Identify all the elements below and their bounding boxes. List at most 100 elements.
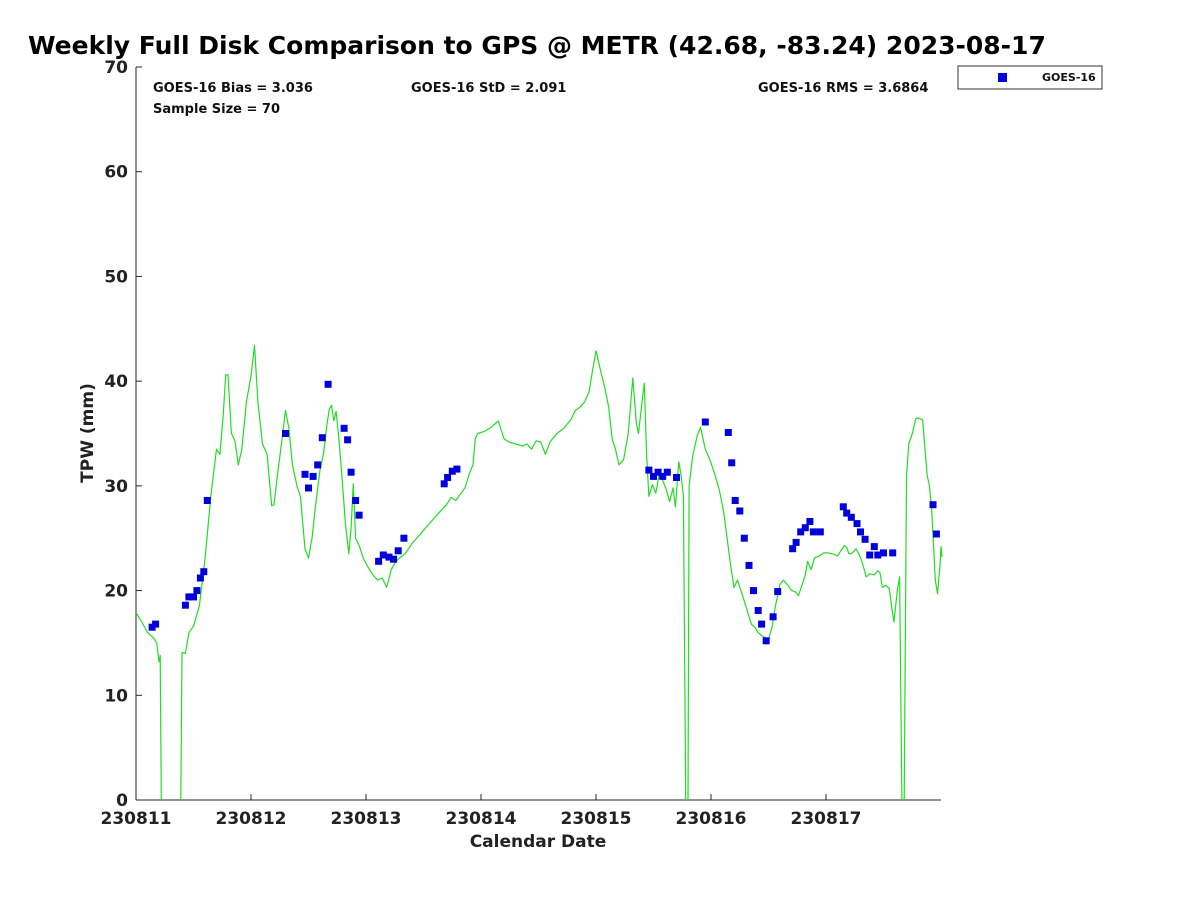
goes-16-point [861,535,869,543]
goes-16-point [181,601,189,609]
goes-16-point [344,436,352,444]
legend: GOES-16 [957,65,1103,90]
goes-16-point [309,472,317,480]
goes-16-point [754,607,762,614]
goes-16-point [654,468,662,476]
goes-16-point [355,511,363,519]
stat-sample-size: Sample Size = 70 [153,102,280,117]
x-tick-label: 230815 [561,809,632,829]
goes-16-point [701,418,709,426]
goes-16-point [839,503,847,511]
goes-16-point [857,528,864,536]
goes-16-point [762,637,770,645]
y-tick-label: 70 [104,58,128,78]
goes-16-point [390,555,398,563]
goes-16-point [736,507,744,515]
goes-16-point [375,557,383,565]
gps-line-segment [135,612,162,801]
goes-16-point [789,545,797,553]
goes-16-point [929,501,937,509]
y-tick-label: 20 [104,582,128,602]
goes-16-point [152,620,160,628]
y-axis-label: TPW (mm) [78,383,98,483]
goes-16-point [880,549,887,557]
gps-line-segment [687,426,903,801]
goes-16-point [314,461,322,469]
goes-16-point [394,547,402,555]
goes-16-point [816,528,824,536]
goes-16-point [650,472,657,480]
y-axis-ticks: 0 10 20 30 40 50 60 70 [104,58,142,811]
gps-line-segment [903,417,943,801]
y-tick-label: 60 [104,163,128,183]
goes-16-point [673,474,680,481]
goes-16-point [200,568,208,576]
goes-16-point [792,538,800,546]
x-axis-ticks: 230811 230812 230813 230814 230815 230816 2308… [101,794,862,829]
y-tick-label: 30 [104,477,128,497]
goes-16-point [203,497,211,504]
goes-16-point [806,518,814,525]
legend-label-goes-16: GOES-16 [1042,71,1096,84]
goes-16-point [440,480,448,488]
y-tick-label: 10 [104,686,128,706]
stat-bias: GOES-16 Bias = 3.036 [153,81,313,96]
goes-16-point [444,474,452,481]
stat-rms: GOES-16 RMS = 3.6864 [758,81,928,96]
goes-16-point [740,534,748,542]
y-tick-label: 40 [104,372,128,392]
chart-title: Weekly Full Disk Comparison to GPS @ MET… [28,31,1046,60]
goes-16-point [932,530,940,538]
x-tick-label: 230817 [791,809,862,829]
goes-16-point [889,549,897,557]
x-tick-label: 230811 [101,809,172,829]
goes-16-point [324,380,332,388]
legend-box [957,65,1103,90]
goes-16-point [318,434,326,442]
plot-frame [136,67,941,800]
goes-16-point [385,553,393,561]
goes-16-point [843,509,851,517]
goes-16-point [305,484,312,492]
gps-line-segment [180,344,687,801]
stat-std: GOES-16 StD = 2.091 [411,81,566,96]
goes-16-point [774,588,782,596]
goes-16-point [750,587,757,595]
goes-16-point [379,551,387,559]
legend-marker-goes-16 [998,73,1007,82]
plot-area [135,67,941,801]
y-tick-label: 0 [116,791,128,811]
goes-16-point [809,528,817,536]
goes-16-point [659,472,667,480]
goes-16-point [769,613,777,621]
goes-16-point [340,424,348,432]
goes-16-point [728,459,736,467]
goes-16-point [731,497,739,504]
goes-16-point [400,534,408,542]
goes-16-point [866,551,874,559]
goes-16-point [745,561,753,569]
goes-16-point [847,513,855,521]
goes-16-point [185,593,193,601]
goes-16-point [352,497,360,504]
goes-16-point [453,465,461,473]
x-tick-label: 230816 [676,809,747,829]
goes-16-point [282,430,289,437]
stats-annotations: GOES-16 Bias = 3.036 Sample Size = 70 GO… [153,81,928,117]
y-tick-label: 50 [104,267,128,287]
goes-16-point [347,468,355,476]
goes-16-point [758,620,766,628]
goes-16-point [196,574,204,582]
goes-16-point [301,470,309,478]
x-tick-label: 230812 [216,809,287,829]
x-axis-label: Calendar Date [470,832,607,852]
goes-16-point [853,520,861,528]
goes-16-point [874,551,882,559]
goes-16-point [797,528,805,536]
goes-16-point [190,593,197,601]
goes-16-point [663,468,671,476]
goes-16-point [801,524,809,532]
goes-16-series [148,380,940,645]
goes-16-point [724,429,732,436]
